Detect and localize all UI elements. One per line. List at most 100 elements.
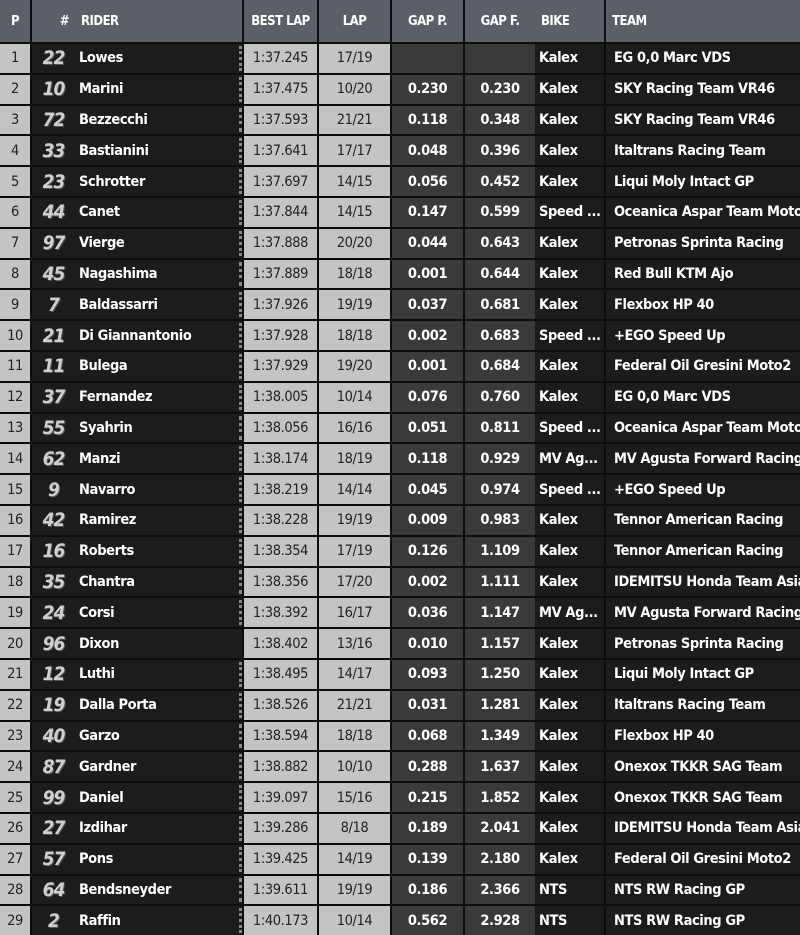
header-gap-prev[interactable]: GAP P. xyxy=(392,0,463,42)
table-row[interactable]: 21 12 Luthi 1:38.495 14/17 0.093 1.250 Kalex Liq… xyxy=(0,659,800,689)
position-cell: 22 xyxy=(0,690,30,720)
table-row[interactable]: 23 40 Garzo 1:38.594 18/18 0.068 1.349 Kalex Fle… xyxy=(0,721,800,751)
best-lap-cell: 1:39.425 xyxy=(244,844,317,874)
table-row[interactable]: 27 57 Pons 1:39.425 14/19 0.139 2.180 Kalex Fede… xyxy=(0,844,800,874)
rider-name: Marini xyxy=(75,74,242,104)
gap-prev-cell: 0.076 xyxy=(392,382,463,412)
lap-cell: 19/19 xyxy=(319,290,390,320)
lap-cell: 10/14 xyxy=(319,906,390,935)
gap-prev-cell: 0.093 xyxy=(392,659,463,689)
header-gap-first[interactable]: GAP F. xyxy=(465,0,535,42)
gap-first-cell: 1.349 xyxy=(465,721,535,751)
position-cell: 18 xyxy=(0,567,30,597)
header-best-lap[interactable]: BEST LAP xyxy=(244,0,317,42)
rider-number: 37 xyxy=(32,382,75,412)
table-row[interactable]: 15 9 Navarro 1:38.219 14/14 0.045 0.974 Speed .… xyxy=(0,475,800,504)
table-row[interactable]: 10 21 Di Giannantonio 1:37.928 18/18 0.002 0.6… xyxy=(0,321,800,350)
table-row[interactable]: 22 19 Dalla Porta 1:38.526 21/21 0.031 1.281 Ka… xyxy=(0,690,800,720)
table-row[interactable]: 6 44 Canet 1:37.844 14/15 0.147 0.599 Speed ...… xyxy=(0,197,800,227)
bike-cell: Kalex xyxy=(535,629,604,658)
best-lap-cell: 1:37.889 xyxy=(244,259,317,289)
position-cell: 9 xyxy=(0,290,30,320)
lap-cell: 14/15 xyxy=(319,197,390,227)
header-position[interactable]: P xyxy=(0,0,30,42)
table-row[interactable]: 11 11 Bulega 1:37.929 19/20 0.001 0.684 Kalex Fe… xyxy=(0,351,800,381)
table-row[interactable]: 3 72 Bezzecchi 1:37.593 21/21 0.118 0.348 Kalex… xyxy=(0,105,800,135)
best-lap-cell: 1:37.475 xyxy=(244,74,317,104)
table-row[interactable]: 5 23 Schrotter 1:37.697 14/15 0.056 0.452 Kalex… xyxy=(0,167,800,196)
gap-prev-cell: 0.044 xyxy=(392,228,463,258)
gap-prev-cell: 0.031 xyxy=(392,690,463,720)
table-header: P # RIDER BEST LAP LAP GAP P. GAP F. BIK… xyxy=(0,0,800,42)
rider-number: 11 xyxy=(32,351,75,381)
team-cell: +EGO Speed Up xyxy=(606,475,800,504)
team-cell: SKY Racing Team VR46 xyxy=(606,74,800,104)
table-row[interactable]: 1 22 Lowes 1:37.245 17/19 Kalex EG 0,0 Marc VD… xyxy=(0,44,800,73)
bike-cell: Kalex xyxy=(535,752,604,782)
gap-first-cell: 0.760 xyxy=(465,382,535,412)
best-lap-cell: 1:38.882 xyxy=(244,752,317,782)
bike-cell: Kalex xyxy=(535,259,604,289)
header-bike[interactable]: BIKE xyxy=(535,0,604,42)
gap-first-cell: 0.929 xyxy=(465,444,535,474)
position-cell: 15 xyxy=(0,475,30,504)
table-row[interactable]: 16 42 Ramirez 1:38.228 19/19 0.009 0.983 Kalex T… xyxy=(0,505,800,535)
bike-cell: MV Ag... xyxy=(535,444,604,474)
gap-prev-cell: 0.186 xyxy=(392,875,463,905)
table-row[interactable]: 12 37 Fernandez 1:38.005 10/14 0.076 0.760 Kale… xyxy=(0,382,800,412)
position-cell: 23 xyxy=(0,721,30,751)
rider-number: 97 xyxy=(32,228,75,258)
table-row[interactable]: 9 7 Baldassarri 1:37.926 19/19 0.037 0.681 Kale… xyxy=(0,290,800,320)
table-row[interactable]: 17 16 Roberts 1:38.354 17/19 0.126 1.109 Kalex T… xyxy=(0,536,800,566)
table-row[interactable]: 8 45 Nagashima 1:37.889 18/18 0.001 0.644 Kalex… xyxy=(0,259,800,289)
table-row[interactable]: 4 33 Bastianini 1:37.641 17/17 0.048 0.396 Kale… xyxy=(0,136,800,166)
gap-prev-cell: 0.126 xyxy=(392,536,463,566)
rider-name: Bendsneyder xyxy=(75,875,242,905)
table-row[interactable]: 14 62 Manzi 1:38.174 18/19 0.118 0.929 MV Ag...… xyxy=(0,444,800,474)
table-row[interactable]: 24 87 Gardner 1:38.882 10/10 0.288 1.637 Kalex O… xyxy=(0,752,800,782)
position-cell: 20 xyxy=(0,629,30,658)
bike-cell: Kalex xyxy=(535,382,604,412)
best-lap-cell: 1:38.228 xyxy=(244,505,317,535)
table-row[interactable]: 26 27 Izdihar 1:39.286 8/18 0.189 2.041 Kalex ID… xyxy=(0,813,800,843)
lap-cell: 19/19 xyxy=(319,505,390,535)
gap-first-cell: 0.684 xyxy=(465,351,535,381)
table-row[interactable]: 13 55 Syahrin 1:38.056 16/16 0.051 0.811 Speed … xyxy=(0,413,800,443)
lap-cell: 14/17 xyxy=(319,659,390,689)
table-row[interactable]: 28 64 Bendsneyder 1:39.611 19/19 0.186 2.366 NT… xyxy=(0,875,800,905)
table-row[interactable]: 7 97 Vierge 1:37.888 20/20 0.044 0.643 Kalex Pet… xyxy=(0,228,800,258)
table-row[interactable]: 25 99 Daniel 1:39.097 15/16 0.215 1.852 Kalex On… xyxy=(0,783,800,812)
rider-number: 64 xyxy=(32,875,75,905)
rider-number: 23 xyxy=(32,167,75,196)
table-row[interactable]: 2 10 Marini 1:37.475 10/20 0.230 0.230 Kalex SKY… xyxy=(0,74,800,104)
rider-number: 99 xyxy=(32,783,75,812)
header-rider[interactable]: RIDER xyxy=(75,0,242,42)
bike-cell: Kalex xyxy=(535,44,604,73)
rider-name: Bulega xyxy=(75,351,242,381)
rider-number: 24 xyxy=(32,598,75,628)
position-cell: 3 xyxy=(0,105,30,135)
header-team[interactable]: TEAM xyxy=(606,0,800,42)
bike-cell: Kalex xyxy=(535,290,604,320)
gap-first-cell: 1.250 xyxy=(465,659,535,689)
bike-cell: Kalex xyxy=(535,74,604,104)
table-row[interactable]: 29 2 Raffin 1:40.173 10/14 0.562 2.928 NTS NTS R… xyxy=(0,906,800,935)
table-row[interactable]: 20 96 Dixon 1:38.402 13/16 0.010 1.157 Kalex Pet… xyxy=(0,629,800,658)
position-cell: 19 xyxy=(0,598,30,628)
rider-name: Gardner xyxy=(75,752,242,782)
gap-prev-cell xyxy=(392,44,463,73)
table-row[interactable]: 19 24 Corsi 1:38.392 16/17 0.036 1.147 MV Ag...… xyxy=(0,598,800,628)
header-number[interactable]: # xyxy=(32,0,75,42)
team-cell: Onexox TKKR SAG Team xyxy=(606,783,800,812)
lap-cell: 15/16 xyxy=(319,783,390,812)
bike-cell: Kalex xyxy=(535,567,604,597)
position-cell: 8 xyxy=(0,259,30,289)
table-row[interactable]: 18 35 Chantra 1:38.356 17/20 0.002 1.111 Kalex I… xyxy=(0,567,800,597)
gap-prev-cell: 0.056 xyxy=(392,167,463,196)
rider-number: 96 xyxy=(32,629,75,658)
team-cell: Tennor American Racing xyxy=(606,536,800,566)
rider-name: Chantra xyxy=(75,567,242,597)
team-cell: EG 0,0 Marc VDS xyxy=(606,382,800,412)
header-lap[interactable]: LAP xyxy=(319,0,390,42)
